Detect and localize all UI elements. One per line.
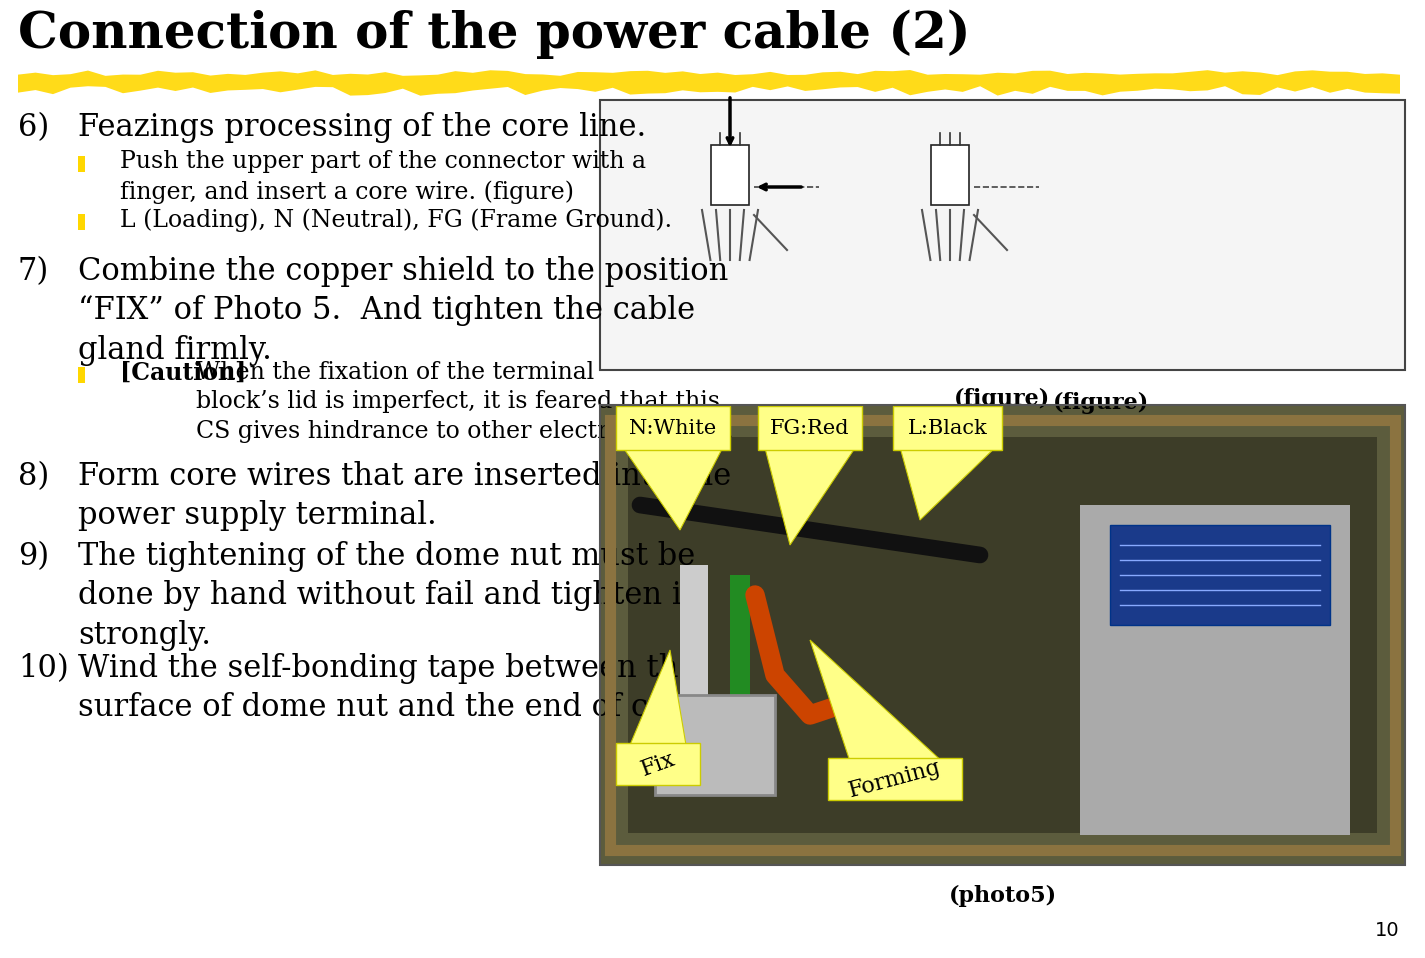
Text: 10): 10): [19, 653, 68, 684]
Polygon shape: [630, 650, 685, 745]
FancyBboxPatch shape: [78, 214, 86, 230]
FancyBboxPatch shape: [600, 405, 1405, 865]
FancyBboxPatch shape: [600, 100, 1405, 370]
Polygon shape: [19, 70, 1399, 96]
Text: Forming: Forming: [846, 756, 943, 802]
Text: N:White: N:White: [630, 419, 717, 438]
Text: Wind the self-bonding tape between the
surface of dome nut and the end of cable.: Wind the self-bonding tape between the s…: [78, 653, 722, 723]
Text: Push the upper part of the connector with a
finger, and insert a core wire. (fig: Push the upper part of the connector wit…: [120, 150, 646, 204]
FancyBboxPatch shape: [78, 156, 86, 172]
Text: [Caution]: [Caution]: [120, 361, 247, 385]
Text: 9): 9): [19, 541, 48, 572]
FancyBboxPatch shape: [1110, 525, 1330, 625]
Polygon shape: [901, 448, 995, 520]
FancyBboxPatch shape: [616, 406, 730, 450]
Text: FG:Red: FG:Red: [771, 419, 849, 438]
FancyBboxPatch shape: [78, 367, 86, 383]
Text: Form core wires that are inserted into the
power supply terminal.: Form core wires that are inserted into t…: [78, 461, 731, 532]
Text: L (Loading), N (Neutral), FG (Frame Ground).: L (Loading), N (Neutral), FG (Frame Grou…: [120, 208, 673, 232]
FancyBboxPatch shape: [893, 406, 1002, 450]
FancyBboxPatch shape: [931, 145, 969, 205]
FancyBboxPatch shape: [616, 743, 700, 785]
Text: Connection of the power cable (2): Connection of the power cable (2): [19, 10, 970, 59]
Text: Feazings processing of the core line.: Feazings processing of the core line.: [78, 112, 647, 143]
FancyBboxPatch shape: [680, 565, 708, 745]
FancyBboxPatch shape: [1080, 505, 1349, 835]
Text: 8): 8): [19, 461, 50, 492]
Text: When the fixation of the terminal
block’s lid is imperfect, it is feared that th: When the fixation of the terminal block’…: [197, 361, 734, 443]
Text: 6): 6): [19, 112, 50, 143]
Text: 10: 10: [1375, 921, 1399, 940]
Text: L:Black: L:Black: [908, 419, 988, 438]
Text: (figure): (figure): [1053, 392, 1150, 414]
Text: Fix: Fix: [638, 747, 678, 781]
FancyBboxPatch shape: [711, 145, 750, 205]
FancyBboxPatch shape: [828, 758, 962, 800]
Polygon shape: [765, 448, 855, 545]
FancyBboxPatch shape: [628, 437, 1377, 833]
Polygon shape: [624, 448, 722, 530]
Text: (figure): (figure): [955, 388, 1050, 410]
Text: Combine the copper shield to the position
“FIX” of Photo 5.  And tighten the cab: Combine the copper shield to the positio…: [78, 256, 728, 366]
FancyBboxPatch shape: [656, 695, 775, 795]
Text: 7): 7): [19, 256, 50, 287]
Text: The tightening of the dome nut must be
done by hand without fail and tighten it
: The tightening of the dome nut must be d…: [78, 541, 695, 650]
FancyBboxPatch shape: [730, 575, 750, 725]
FancyBboxPatch shape: [758, 406, 862, 450]
Polygon shape: [809, 640, 941, 760]
Text: (photo5): (photo5): [949, 885, 1056, 907]
